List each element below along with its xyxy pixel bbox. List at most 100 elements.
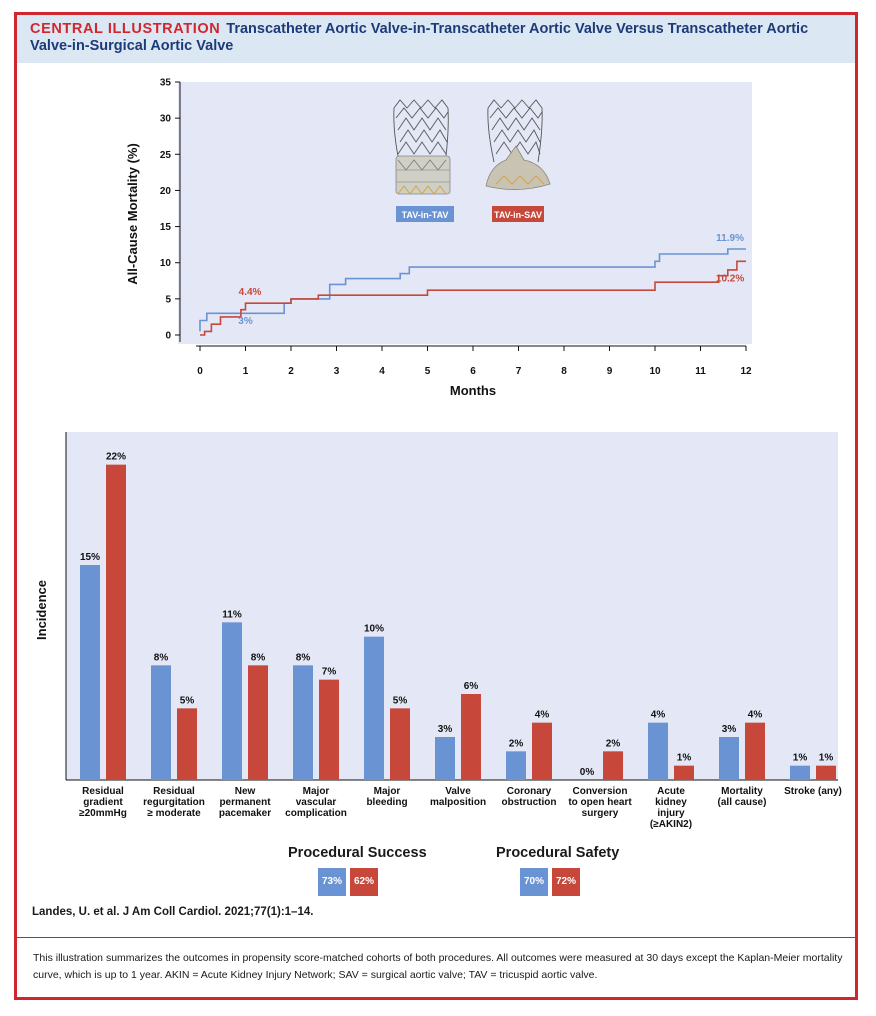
bar-category-label: Major — [303, 786, 330, 797]
bar-value-label: 1% — [793, 753, 808, 764]
bar-value-label: 5% — [393, 695, 408, 706]
km-x-tick-label: 11 — [695, 366, 706, 377]
km-x-tick-label: 9 — [607, 366, 613, 377]
bar-value-label: 3% — [438, 724, 453, 735]
tav-in-tav-device-illustration: TAV-in-TAV — [393, 99, 454, 222]
bar-tav-in-sav — [248, 665, 268, 780]
km-x-tick-label: 4 — [379, 366, 385, 377]
footer-divider — [17, 937, 855, 938]
citation: Landes, U. et al. J Am Coll Cardiol. 202… — [32, 906, 314, 918]
km-series-line-tav-in-sav — [200, 260, 746, 336]
bar-category-label: Residual — [82, 786, 124, 797]
bar-value-label: 4% — [535, 710, 550, 721]
header-band — [17, 15, 855, 63]
tav-in-sav-device-illustration: TAV-in-SAV — [485, 99, 551, 222]
legend-success-tav-in-tav: 73% — [318, 868, 346, 896]
bar-tav-in-sav — [319, 679, 339, 780]
km-y-tick-label: 0 — [165, 331, 171, 342]
bar-tav-in-sav — [532, 722, 552, 780]
bar-value-label: 2% — [606, 738, 621, 749]
bar-category-label: kidney — [655, 797, 687, 808]
bar-value-label: 3% — [722, 724, 737, 735]
legend-safety-tav-in-tav: 70% — [520, 868, 548, 896]
bar-category-label: Conversion — [572, 786, 627, 797]
bar-category-label: complication — [285, 808, 347, 819]
km-y-tick-label: 15 — [160, 222, 172, 233]
bar-tav-in-tav — [648, 722, 668, 780]
bar-tav-in-sav — [461, 694, 481, 780]
km-y-tick-label: 20 — [160, 186, 172, 197]
km-plot-area — [178, 82, 752, 344]
km-y-axis-label: All-Cause Mortality (%) — [125, 143, 140, 285]
bar-category-label: to open heart — [568, 797, 632, 808]
bar-tav-in-tav — [80, 565, 100, 780]
bar-tav-in-tav — [506, 751, 526, 780]
bar-category-label: ≥20mmHg — [79, 808, 127, 819]
tav-in-tav-device-label: TAV-in-TAV — [402, 210, 449, 220]
header: CENTRAL ILLUSTRATION Transcatheter Aortic… — [30, 21, 830, 55]
bar-category-label: Major — [374, 786, 401, 797]
bar-tav-in-sav — [177, 708, 197, 780]
bar-category-label: New — [235, 786, 256, 797]
bar-value-label: 8% — [296, 652, 311, 663]
legend-safety-tav-in-sav: 72% — [552, 868, 580, 896]
bar-category-label: regurgitation — [143, 797, 205, 808]
bar-value-label: 10% — [364, 624, 384, 635]
incidence-bar-chart: 15% 22% 8% 5% 11% 8% 8% 7% 10% 5% 3% 6% 2% 4% 0% 2% 4% 1%… — [34, 432, 842, 830]
bar-category-label: Mortality — [721, 786, 763, 797]
bar-tav-in-sav — [106, 464, 126, 780]
bar-tav-in-tav — [293, 665, 313, 780]
header-label: CENTRAL ILLUSTRATION — [30, 21, 221, 37]
bar-tav-in-sav — [603, 751, 623, 780]
bar-value-label: 4% — [748, 710, 763, 721]
bar-value-label: 4% — [651, 710, 666, 721]
km-x-tick-label: 2 — [288, 366, 294, 377]
bar-category-label: surgery — [582, 808, 619, 819]
bar-value-label: 15% — [80, 552, 100, 563]
bar-category-label: bleeding — [366, 797, 407, 808]
km-y-tick-label: 5 — [165, 294, 171, 305]
bar-category-label: Residual — [153, 786, 195, 797]
km-y-tick-label: 30 — [160, 114, 172, 125]
km-x-tick-label: 10 — [649, 366, 661, 377]
bar-value-label: 1% — [819, 753, 834, 764]
km-x-tick-label: 7 — [516, 366, 522, 377]
bar-category-label: (all cause) — [718, 797, 767, 808]
km-value-label: 10.2% — [716, 274, 744, 285]
km-value-label: 3% — [238, 316, 253, 327]
bar-tav-in-sav — [745, 722, 765, 780]
km-x-axis-label: Months — [450, 383, 496, 398]
km-y-tick-label: 10 — [160, 258, 172, 269]
bar-value-label: 8% — [251, 652, 266, 663]
bar-tav-in-sav — [390, 708, 410, 780]
bar-value-label: 8% — [154, 652, 169, 663]
bar-tav-in-tav — [151, 665, 171, 780]
km-value-label: 4.4% — [239, 287, 262, 298]
km-value-label: 11.9% — [716, 233, 744, 244]
legend-safety-title: Procedural Safety — [496, 845, 620, 861]
bar-value-label: 2% — [509, 738, 524, 749]
bar-value-label: 5% — [180, 695, 195, 706]
km-x-tick-label: 12 — [740, 366, 752, 377]
legend-success-title: Procedural Success — [288, 845, 427, 861]
header-title: Transcatheter Aortic Valve-in-Transcathe… — [30, 21, 809, 54]
bar-value-label: 11% — [222, 609, 242, 620]
bar-tav-in-tav — [435, 737, 455, 780]
bar-tav-in-tav — [790, 765, 810, 780]
km-series-line-tav-in-tav — [199, 248, 746, 332]
bar-category-label: gradient — [83, 797, 123, 808]
bar-category-label: Stroke (any) — [784, 786, 842, 797]
bar-category-label: (≥AKIN2) — [650, 819, 692, 830]
bar-category-label: Acute — [657, 786, 685, 797]
bar-value-label: 7% — [322, 667, 337, 678]
bar-y-axis-label: Incidence — [34, 580, 49, 640]
bar-category-label: ≥ moderate — [147, 808, 201, 819]
bar-tav-in-tav — [364, 636, 384, 780]
bar-value-label: 0% — [580, 767, 595, 778]
km-y-tick-label: 35 — [160, 78, 172, 89]
km-x-tick-label: 0 — [197, 366, 203, 377]
bar-category-label: injury — [657, 808, 685, 819]
legend-success-tav-in-sav: 62% — [350, 868, 378, 896]
tav-in-sav-device-label: TAV-in-SAV — [494, 210, 542, 220]
bar-category-label: Valve — [445, 786, 471, 797]
